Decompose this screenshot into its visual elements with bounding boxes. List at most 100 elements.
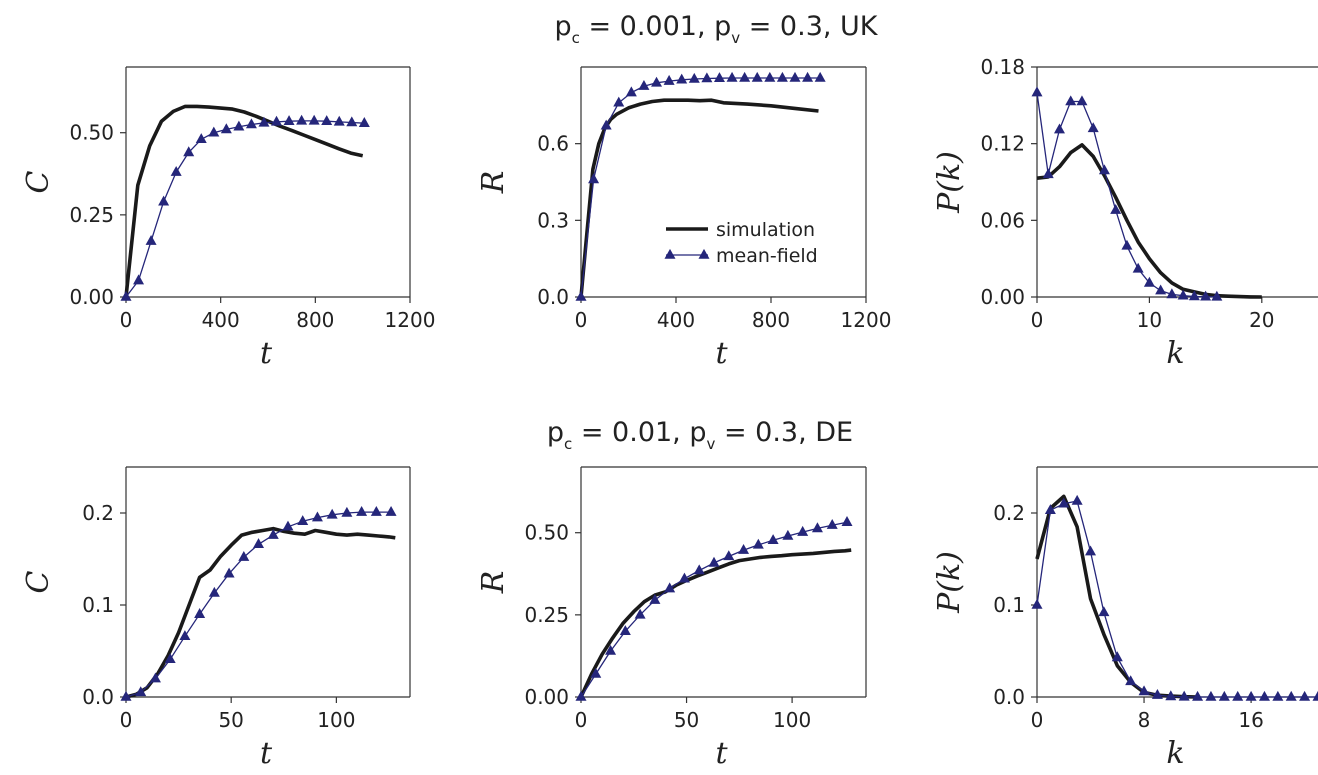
mean-field-marker [346, 116, 358, 127]
mean-field-marker [356, 505, 368, 516]
mean-field-marker [258, 116, 270, 127]
x-tick-label: 8 [1138, 708, 1151, 732]
mean-field-marker [1098, 164, 1110, 175]
mean-field-marker [370, 505, 382, 516]
x-tick-label: 0 [120, 708, 133, 732]
y-tick-label: 0.0 [82, 685, 114, 709]
legend-mean-field-marker [698, 248, 710, 259]
y-axis-label: C [21, 170, 56, 193]
mean-field-marker [1132, 262, 1144, 273]
panel-de-Pk: 0 8 16 0.0 0.1 0.2 k P(k) [932, 466, 1318, 771]
x-tick-label: 0 [575, 308, 588, 332]
mean-field-marker [663, 74, 675, 85]
mean-field-marker [634, 608, 646, 619]
mean-field-marker [1312, 690, 1318, 701]
x-axis-label: t [260, 336, 273, 371]
mean-field-marker [1031, 86, 1043, 97]
mean-field-line [125, 120, 365, 298]
mean-field-marker [605, 644, 617, 655]
mean-field-marker [751, 71, 763, 82]
mean-field-marker [283, 115, 295, 125]
mean-field-marker [1245, 690, 1257, 701]
x-tick-label: 800 [752, 308, 790, 332]
mean-field-marker [782, 529, 794, 540]
y-tick-label: 0.3 [537, 208, 569, 232]
mean-field-marker [1125, 675, 1137, 686]
legend-mean-field-marker [664, 248, 676, 259]
panel-uk-Pk: 0 10 20 0.00 0.06 0.12 0.18 k P(k) [932, 55, 1318, 371]
mean-field-marker [253, 538, 265, 549]
mean-field-marker [776, 71, 788, 82]
mean-field-marker [1111, 651, 1123, 662]
mean-field-marker [1058, 497, 1070, 508]
y-tick-label: 0.1 [82, 593, 114, 617]
row-title-de: pc = 0.01, pv = 0.3, DE [547, 417, 853, 453]
mean-field-marker [693, 564, 705, 575]
mean-field-marker [1042, 168, 1054, 179]
mean-field-marker [797, 525, 809, 536]
mean-field-marker [1143, 276, 1155, 287]
y-tick-label: 0.1 [993, 593, 1025, 617]
x-tick-label: 50 [674, 708, 699, 732]
legend-simulation-label: simulation [716, 219, 815, 241]
mean-field-marker [297, 515, 309, 526]
mean-field-marker [158, 195, 170, 206]
panel-de-R: 0 50 100 0.00 0.25 0.50 t R [476, 466, 867, 771]
mean-field-marker [321, 115, 333, 125]
mean-field-marker [1121, 239, 1133, 250]
mean-field-marker [208, 126, 220, 137]
mean-field-marker [1065, 95, 1077, 106]
mean-field-marker [613, 96, 625, 107]
mean-field-marker [676, 73, 688, 84]
mean-field-marker [638, 80, 650, 90]
mean-field-marker [358, 117, 370, 127]
x-tick-label: 0 [575, 708, 588, 732]
mean-field-marker [814, 71, 826, 82]
mean-field-marker [708, 556, 720, 567]
y-axis-label: R [476, 571, 511, 595]
mean-field-marker [1031, 598, 1043, 609]
y-tick-label: 0.00 [980, 285, 1025, 309]
mean-field-marker [1138, 685, 1150, 696]
mean-field-marker [333, 115, 345, 126]
mean-field-marker [145, 235, 157, 245]
x-tick-label: 10 [1137, 308, 1162, 332]
mean-field-marker [802, 71, 814, 82]
mean-field-marker [135, 686, 147, 697]
mean-field-marker [245, 118, 257, 129]
x-tick-label: 0 [120, 308, 133, 332]
mean-field-marker [282, 520, 294, 531]
mean-field-marker [752, 538, 764, 549]
mean-field-marker [1044, 504, 1056, 515]
y-tick-label: 0.50 [69, 121, 114, 145]
simulation-line [579, 98, 819, 298]
mean-field-marker [678, 572, 690, 583]
x-tick-label: 400 [202, 308, 240, 332]
mean-field-marker [1232, 690, 1244, 701]
x-tick-label: 100 [317, 708, 355, 732]
simulation-line [1035, 494, 1198, 699]
x-tick-label: 800 [296, 308, 334, 332]
mean-field-marker [738, 543, 750, 554]
y-tick-label: 0.0 [993, 685, 1025, 709]
y-axis-label: P(k) [932, 551, 967, 614]
mean-field-marker [664, 582, 676, 593]
x-tick-label: 1200 [385, 308, 436, 332]
mean-field-marker [1211, 290, 1223, 301]
y-tick-label: 0.0 [537, 285, 569, 309]
mean-field-marker [826, 519, 838, 529]
mean-field-marker [1192, 690, 1204, 701]
x-axis-label: k [1166, 736, 1184, 771]
y-axis-label: R [476, 171, 511, 195]
x-tick-label: 400 [657, 308, 695, 332]
mean-field-marker [1165, 690, 1177, 701]
mean-field-marker [1098, 606, 1110, 617]
mean-field-marker [296, 114, 308, 125]
mean-field-marker [767, 534, 779, 545]
mean-field-marker [1155, 284, 1167, 295]
mean-field-marker [723, 550, 735, 561]
mean-field-marker [739, 71, 751, 82]
x-tick-label: 16 [1238, 708, 1263, 732]
